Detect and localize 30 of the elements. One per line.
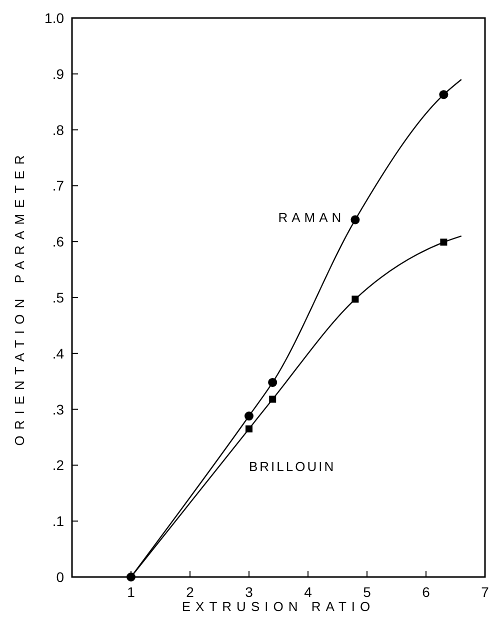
y-tick-label: 0: [56, 569, 64, 585]
point: [269, 396, 276, 403]
x-axis-title: EXTRUSION RATIO: [182, 599, 376, 614]
y-tick-label: .5: [52, 290, 64, 306]
series-label: RAMAN: [278, 210, 346, 225]
point: [439, 90, 448, 100]
x-tick-label: 3: [245, 584, 254, 600]
x-tick-label: 7: [481, 584, 490, 600]
y-tick-label: .8: [52, 122, 64, 138]
y-tick-label: .6: [52, 234, 64, 250]
y-tick-label: .9: [52, 66, 64, 82]
x-tick-label: 5: [363, 584, 372, 600]
y-tick-label: 1.0: [44, 10, 64, 26]
point: [268, 378, 278, 387]
point: [440, 238, 448, 246]
x-tick-label: 2: [186, 584, 194, 600]
point: [352, 296, 359, 303]
x-tick-label: 6: [422, 584, 430, 600]
point: [246, 425, 252, 432]
y-tick-label: .4: [52, 345, 64, 362]
y-axis-title: ORIENTATION PARAMETER: [12, 149, 27, 446]
x-tick-label: 1: [127, 584, 136, 600]
y-tick-label: .7: [52, 178, 64, 194]
point: [350, 215, 360, 224]
point: [244, 412, 254, 421]
x-tick-label: 4: [304, 584, 312, 600]
y-tick-label: .1: [52, 513, 64, 530]
series-label: BRILLOUIN: [249, 458, 336, 474]
y-tick-label: .2: [52, 457, 64, 474]
y-tick-label: .3: [52, 401, 64, 418]
